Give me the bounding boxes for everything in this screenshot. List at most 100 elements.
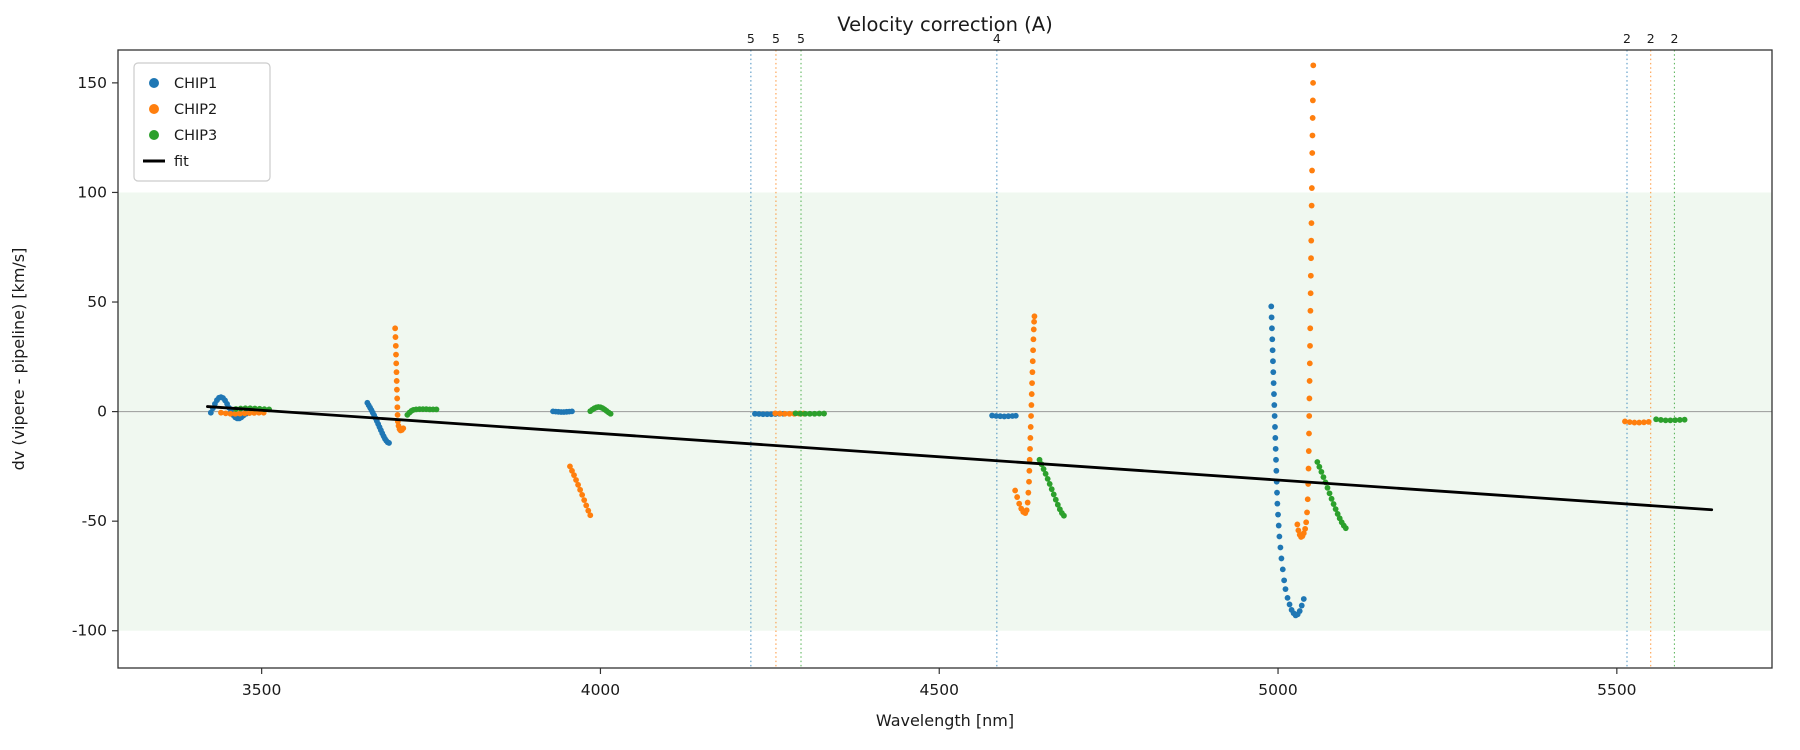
scatter-point (207, 409, 214, 416)
scatter-point (1309, 97, 1316, 104)
scatter-point (1275, 511, 1281, 518)
order-count-label: 5 (747, 31, 755, 46)
scatter-point (811, 410, 818, 417)
legend-label-fit: fit (174, 154, 189, 170)
y-tick-label: -50 (82, 512, 107, 530)
scatter-point (816, 410, 823, 417)
scatter-point (393, 360, 400, 367)
scatter-point (1308, 185, 1315, 191)
legend-box (133, 62, 271, 182)
scatter-point (1271, 391, 1277, 397)
fit-line (206, 405, 1714, 512)
scatter-point (393, 369, 400, 376)
scatter-point (1269, 325, 1275, 332)
scatter-point (1269, 347, 1276, 354)
scatter-point (821, 410, 827, 417)
scatter-point (1030, 326, 1037, 333)
scatter-point (1645, 418, 1652, 425)
scatter-point (394, 404, 401, 411)
scatter-point (1278, 555, 1285, 562)
scatter-point (246, 410, 253, 417)
scatter-point (1296, 608, 1303, 614)
scatter-point (393, 386, 400, 393)
scatter-point (1273, 467, 1280, 474)
scatter-point (1029, 380, 1035, 387)
scatter-point (1307, 342, 1313, 349)
scatter-point (1279, 566, 1286, 573)
scatter-point (1016, 500, 1023, 507)
x-axis-label: Wavelength [nm] (876, 711, 1014, 730)
x-tick-label: 4000 (581, 681, 620, 699)
order-count-label: 2 (1670, 31, 1678, 46)
scatter-point (573, 477, 579, 483)
scatter-point (1324, 484, 1331, 491)
scatter-point (1046, 481, 1053, 487)
scatter-point (1681, 416, 1688, 423)
legend-label-chip3: CHIP3 (174, 128, 217, 144)
scatter-point (222, 410, 229, 417)
scatter-point (1270, 369, 1277, 376)
scatter-point (1281, 577, 1288, 584)
scatter-point (1298, 602, 1305, 609)
scatter-point (1308, 220, 1315, 227)
scatter-point (1306, 430, 1312, 437)
scatter-point (237, 410, 243, 417)
y-axis-label: dv (vipere - pipeline) [km/s] (9, 248, 28, 471)
y-tick-label: -100 (72, 622, 107, 640)
scatter-point (1667, 417, 1674, 424)
scatter-point (386, 440, 392, 446)
scatter-point (1295, 527, 1302, 534)
scatter-point (218, 409, 224, 416)
scatter-point (760, 411, 766, 418)
scatter-point (1622, 418, 1628, 425)
scatter-point (1268, 314, 1275, 321)
scatter-point (1309, 167, 1315, 174)
scatter-point (1275, 522, 1282, 529)
scatter-point (786, 410, 793, 417)
scatter-point (1052, 496, 1059, 503)
scatter-point (1030, 347, 1036, 354)
y-tick-label: 50 (87, 293, 107, 311)
scatter-point (1026, 467, 1033, 474)
scatter-point (1328, 495, 1335, 502)
scatter-point (1272, 445, 1279, 452)
scatter-point (1306, 378, 1313, 384)
scatter-point (1028, 391, 1035, 397)
scatter-point (1029, 358, 1036, 365)
scatter-point (232, 410, 239, 417)
y-tick-label: 150 (77, 74, 107, 92)
scatter-point (1657, 417, 1664, 423)
order-count-label: 4 (993, 31, 1001, 46)
scatter-point (1274, 489, 1280, 496)
scatter-point (1050, 491, 1057, 498)
x-tick-label: 5500 (1597, 681, 1636, 699)
scatter-point (1269, 336, 1276, 343)
y-tick-label: 0 (97, 403, 107, 421)
scatter-point (1304, 509, 1310, 516)
legend-label-chip1: CHIP1 (174, 76, 217, 92)
scatter-point (1307, 272, 1314, 279)
scatter-point (1271, 413, 1278, 419)
scatter-point (1028, 413, 1034, 419)
scatter-point (1306, 413, 1313, 419)
scatter-point (1026, 478, 1032, 485)
scatter-point (1330, 501, 1337, 507)
scatter-point (1014, 494, 1021, 500)
scatter-point (1306, 395, 1313, 402)
scatter-point (1054, 501, 1061, 508)
scatter-point (1309, 115, 1316, 121)
scatter-point (393, 351, 399, 358)
scatter-point (587, 512, 594, 519)
scatter-point (1309, 150, 1316, 156)
scatter-point (1028, 402, 1035, 408)
scatter-point (392, 325, 399, 332)
order-count-label: 5 (797, 31, 805, 46)
axes-frame (117, 49, 1773, 669)
scatter-point (1272, 424, 1278, 430)
scatter-point (1314, 459, 1321, 465)
scatter-point (1268, 303, 1275, 310)
chart-title: Velocity correction (A) (837, 13, 1052, 36)
legend-marker-chip2 (149, 104, 159, 114)
scatter-point (1274, 500, 1281, 507)
scatter-point (1061, 512, 1067, 519)
